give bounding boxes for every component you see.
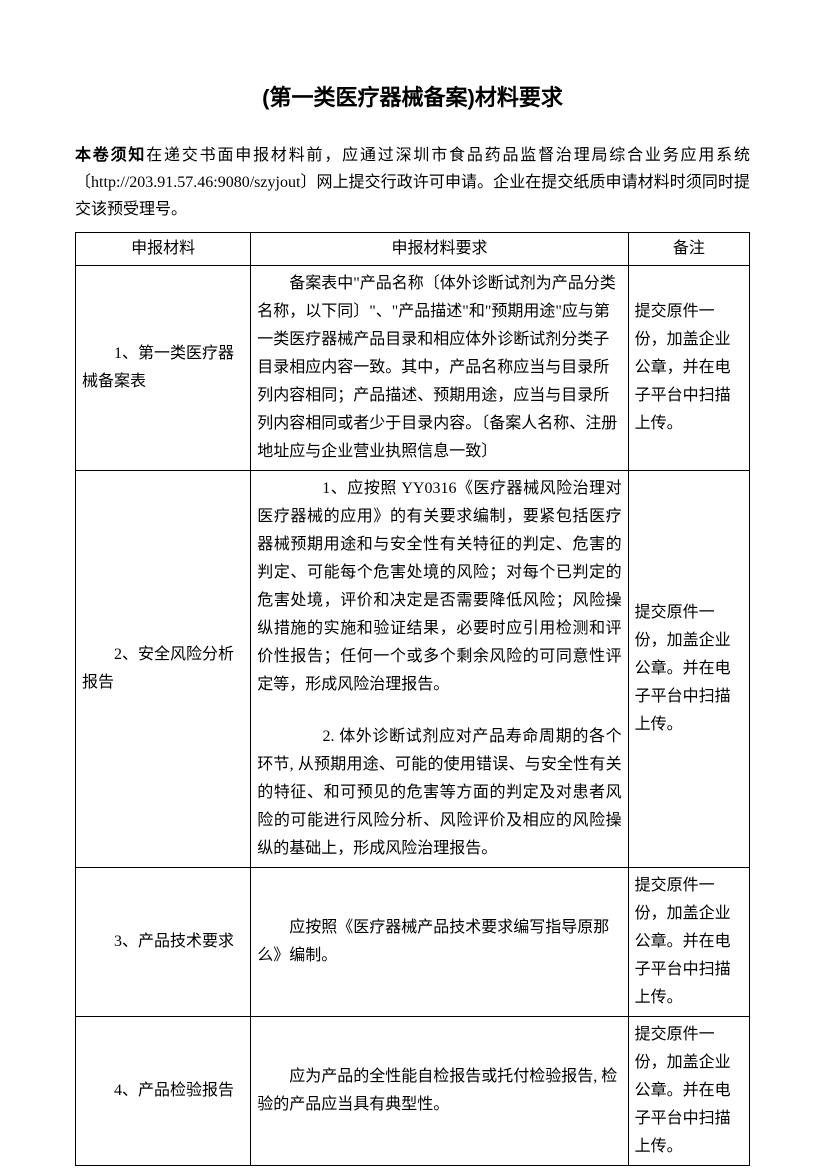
notice-text: 在递交书面申报材料前，应通过深圳市食品药品监督治理局综合业务应用系统〔http:… xyxy=(75,147,750,218)
table-row: 1、第一类医疗器械备案表 备案表中"产品名称〔体外诊断试剂为产品分类名称，以下同… xyxy=(76,265,750,470)
cell-requirement: 1、应按照 YY0316《医疗器械风险治理对医疗器械的应用》的有关要求编制，要紧… xyxy=(251,470,628,867)
table-row: 4、产品检验报告 应为产品的全性能自检报告或托付检验报告, 检验的产品应当具有典… xyxy=(76,1016,750,1165)
cell-remark: 提交原件一份，加盖企业公章。并在电子平台中扫描上传。 xyxy=(628,470,749,867)
requirements-table: 申报材料 申报材料要求 备注 1、第一类医疗器械备案表 备案表中"产品名称〔体外… xyxy=(75,232,750,1166)
header-requirement: 申报材料要求 xyxy=(251,232,628,265)
cell-remark: 提交原件一份，加盖企业公章。并在电子平台中扫描上传。 xyxy=(628,1016,749,1165)
cell-material: 2、安全风险分析报告 xyxy=(76,470,251,867)
table-header-row: 申报材料 申报材料要求 备注 xyxy=(76,232,750,265)
cell-material: 3、产品技术要求 xyxy=(76,867,251,1016)
cell-material: 4、产品检验报告 xyxy=(76,1016,251,1165)
cell-requirement-p2: 2. 体外诊断试剂应对产品寿命周期的各个环节, 从预期用途、可能的使用错误、与安… xyxy=(257,723,621,863)
table-row: 2、安全风险分析报告 1、应按照 YY0316《医疗器械风险治理对医疗器械的应用… xyxy=(76,470,750,867)
cell-requirement-p1: 1、应按照 YY0316《医疗器械风险治理对医疗器械的应用》的有关要求编制，要紧… xyxy=(257,475,621,699)
page-title: (第一类医疗器械备案)材料要求 xyxy=(75,80,750,112)
cell-requirement: 应按照《医疗器械产品技术要求编写指导原那么》编制。 xyxy=(251,867,628,1016)
cell-requirement: 应为产品的全性能自检报告或托付检验报告, 检验的产品应当具有典型性。 xyxy=(251,1016,628,1165)
header-material: 申报材料 xyxy=(76,232,251,265)
table-row: 3、产品技术要求 应按照《医疗器械产品技术要求编写指导原那么》编制。 提交原件一… xyxy=(76,867,750,1016)
cell-requirement: 备案表中"产品名称〔体外诊断试剂为产品分类名称，以下同〕"、"产品描述"和"预期… xyxy=(251,265,628,470)
cell-material: 1、第一类医疗器械备案表 xyxy=(76,265,251,470)
cell-remark: 提交原件一份，加盖企业公章，并在电子平台中扫描上传。 xyxy=(628,265,749,470)
header-remark: 备注 xyxy=(628,232,749,265)
cell-remark: 提交原件一份，加盖企业公章。并在电子平台中扫描上传。 xyxy=(628,867,749,1016)
notice-label: 本卷须知 xyxy=(75,147,146,164)
notice-paragraph: 本卷须知在递交书面申报材料前，应通过深圳市食品药品监督治理局综合业务应用系统〔h… xyxy=(75,142,750,224)
